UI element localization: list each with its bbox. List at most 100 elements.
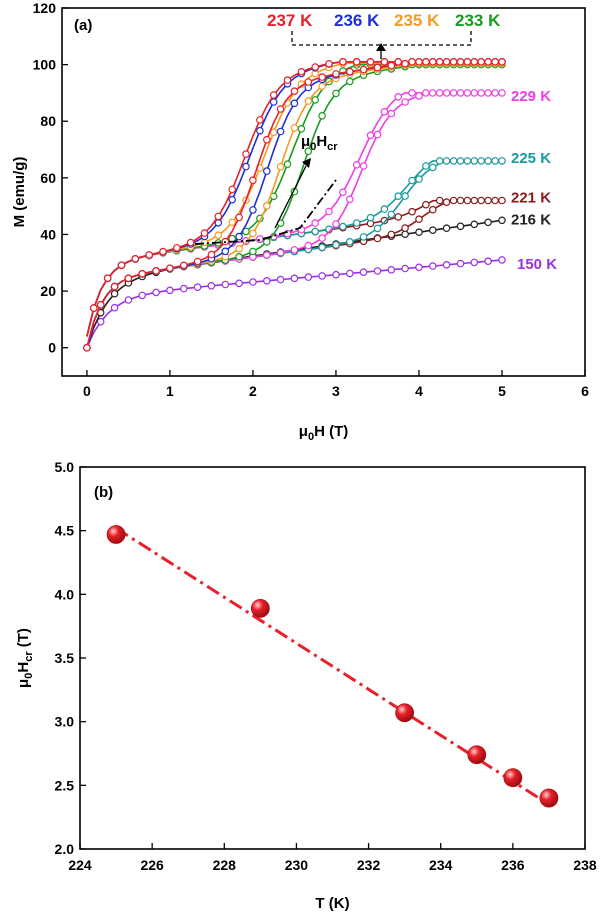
x-tick-label: 228 [213,857,237,873]
data-point [484,89,492,97]
data-point [477,157,486,165]
data-point [106,525,126,544]
data-point [290,274,299,283]
data-point [345,195,354,204]
data-point [235,213,243,222]
data-point [456,196,465,205]
data-point [325,207,333,216]
data-point [387,109,396,118]
data-point [380,57,389,66]
data-point [318,82,326,91]
data-point [352,219,361,227]
x-axis-label: μ0H (T) [299,423,348,443]
data-point [214,212,223,221]
data-point [394,192,403,201]
data-point [408,57,416,66]
data-point [415,175,423,183]
data-point [484,196,492,205]
x-tick-label: 236 [501,857,525,873]
data-point [276,162,285,171]
data-point [380,108,389,116]
data-point [339,222,347,231]
data-point [318,234,326,242]
data-point [470,157,479,165]
data-point [498,89,506,97]
data-point [311,96,320,104]
data-point [228,218,237,227]
data-point [339,57,347,66]
x-tick-label: 2 [249,383,257,399]
y-axis-label: μ0Hcr (T) [15,628,35,688]
legend-arrow-head [376,43,386,51]
data-point [249,229,257,238]
data-point [235,279,243,288]
x-tick-label: 224 [68,857,92,873]
panel-b: 224 226 228 230 232 234 236 238 2.0 2.5 3.0 3.5 4.0 4… [15,459,597,912]
data-point [428,163,437,172]
data-point [387,210,396,219]
series-150-K: 150 K [83,256,557,352]
y-label-H: H [15,662,32,673]
data-point [484,157,492,165]
data-point [408,89,416,97]
data-point [366,131,375,140]
x-axis-label: T (K) [315,895,349,912]
data-point [90,304,98,312]
y-tick-label: 3.0 [55,714,75,730]
data-point [498,57,506,66]
data-point [422,57,430,66]
data-point [166,264,174,273]
y-label-rest: (T) [15,628,32,651]
data-point [180,284,188,293]
data-point [380,216,389,225]
series-label: 225 K [511,150,551,167]
data-point [401,264,409,273]
data-point [470,220,479,229]
data-point [395,703,415,723]
data-point [262,238,271,246]
y-tick-label: 3.5 [55,650,75,666]
ann-mu: μ [301,133,310,150]
data-point [207,250,216,259]
data-point [442,198,451,207]
data-point [449,57,458,66]
data-point [256,126,264,135]
data-point [262,167,271,175]
data-point [214,231,223,240]
data-point [491,57,499,66]
data-point [442,57,451,66]
data-point [415,228,423,237]
y-tick-label: 0 [48,340,56,356]
data-point [290,99,299,108]
data-point [290,124,299,132]
hcr-annotation: μ0Hcr [301,133,338,153]
data-point [456,157,465,165]
legend-label: 237 K [267,11,313,30]
data-point [228,195,237,204]
data-point [373,234,382,243]
data-point [373,224,382,233]
data-point [180,261,188,270]
legend-label: 233 K [455,11,501,30]
y-tick-label: 2.5 [55,777,75,793]
data-point [435,89,444,97]
data-point [442,89,451,97]
data-point [249,247,257,256]
data-point [435,196,444,205]
data-point [394,93,403,101]
data-point [311,63,320,71]
y-label-sub2: cr [23,651,35,662]
data-point [366,213,375,222]
data-point [318,272,326,280]
data-point [456,57,465,66]
data-point [387,265,396,274]
y-tick-label: 100 [33,57,57,73]
data-point [467,745,487,765]
data-point [415,263,423,272]
data-point [401,98,409,106]
data-point [345,238,354,246]
panel-label: (a) [74,17,92,34]
x-tick-label: 3 [332,383,340,399]
data-point [463,196,472,205]
